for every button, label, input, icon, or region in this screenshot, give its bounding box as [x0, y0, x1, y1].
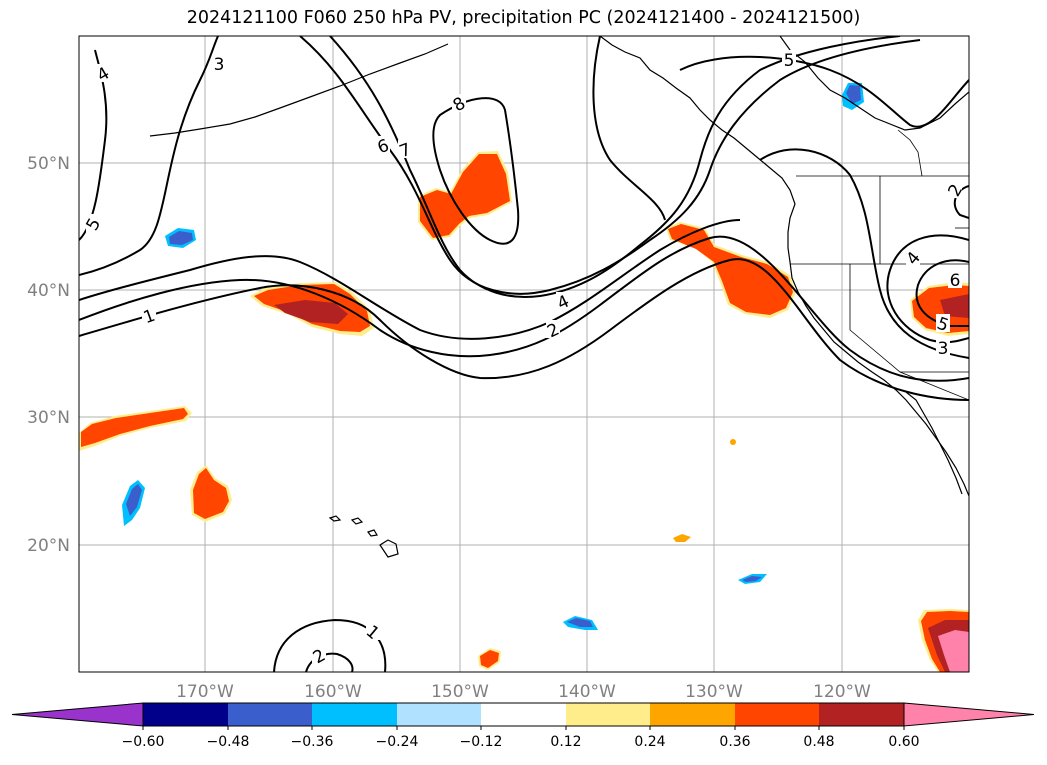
contour-south-1 [273, 618, 387, 672]
colorbar-extend-min [11, 702, 144, 727]
coastline-canada [779, 36, 969, 131]
contour-label: 5 [784, 51, 795, 71]
coastlines [149, 36, 969, 558]
colorbar-segment [312, 703, 397, 726]
colorbar-segment [650, 703, 735, 726]
gridlines [79, 36, 969, 672]
colorbar-outline [142, 702, 905, 727]
colorbar-ticks: −0.60 −0.48 −0.36 −0.24 −0.12 0.12 0.24 0.36 0.4… [122, 726, 920, 750]
colorbar-segment [735, 703, 819, 726]
colorbar-tick-label: −0.48 [207, 734, 250, 750]
precip-blob-150w-north [418, 151, 512, 240]
precip-blob-small [478, 439, 736, 670]
lon-label-150w: 150°W [431, 682, 489, 702]
lon-label-140w: 140°W [558, 682, 616, 702]
colorbar-segments [11, 702, 1035, 727]
lat-label-20n: 20°N [27, 536, 70, 556]
lat-label-30n: 30°N [27, 408, 70, 428]
colorbar-segment [819, 703, 904, 726]
colorbar-tick-label: 0.36 [719, 734, 750, 750]
longitude-labels: 170°W 160°W 150°W 140°W 130°W 120°W [176, 682, 871, 702]
colorbar-segment [228, 703, 312, 726]
precip-blob-22n [190, 465, 232, 522]
contour-1 [79, 258, 969, 401]
latitude-labels: 50°N 40°N 30°N 20°N [27, 154, 70, 556]
colorbar-tick-label: 0.24 [634, 734, 665, 750]
colorbar-segment [481, 703, 566, 726]
lat-label-40n: 40°N [27, 281, 70, 301]
contour-labels: 4 3 8 6 7 5 5 4 2 1 4 6 5 3 2 1 2 [82, 50, 967, 668]
precip-blob-east-40n [910, 282, 969, 336]
colorbar-segment [143, 703, 228, 726]
lon-label-170w: 170°W [176, 682, 234, 702]
precip-blob-se [918, 609, 969, 672]
colorbar-tick-label: −0.36 [291, 734, 334, 750]
contour-label: 3 [938, 339, 949, 359]
colorbar-tick-label: −0.60 [122, 734, 165, 750]
colorbar-segment [397, 703, 481, 726]
colorbar-tick-label: −0.24 [376, 734, 419, 750]
map-title: 2024121100 F060 250 hPa PV, precipitatio… [186, 8, 861, 28]
contour-4 [79, 36, 219, 276]
map-frame [78, 35, 970, 673]
lon-label-160w: 160°W [304, 682, 362, 702]
border-state-3 [849, 264, 969, 401]
contour-14 [953, 185, 969, 219]
precip-blob-west-30n [79, 406, 192, 451]
coastline-baja [905, 391, 963, 495]
aleutian-chain [149, 43, 449, 137]
colorbar-tick-label: 0.48 [803, 734, 834, 750]
lat-label-50n: 50°N [27, 154, 70, 174]
colorbar-segment [566, 703, 650, 726]
contour-label: 3 [214, 55, 225, 75]
colorbar-tick-label: −0.12 [460, 734, 503, 750]
colorbar-extend-max [903, 702, 1035, 727]
contour-6 [299, 36, 921, 295]
contour-11 [759, 148, 969, 359]
precip-negative-shading [122, 83, 864, 630]
colorbar: −0.60 −0.48 −0.36 −0.24 −0.12 0.12 0.24 0.36 0.4… [11, 702, 1035, 750]
colorbar-tick-label: 0.12 [550, 734, 581, 750]
lon-label-130w: 130°W [685, 682, 743, 702]
lon-label-120w: 120°W [813, 682, 871, 702]
precip-blob-130w [666, 222, 796, 318]
hawaii-islands [328, 515, 399, 558]
contour-7 [329, 36, 901, 298]
contour-10 [679, 55, 969, 128]
contour-9 [592, 36, 666, 221]
coastline-north-america [599, 36, 969, 497]
contour-8 [432, 97, 520, 245]
contour-label: 6 [950, 271, 961, 291]
colorbar-tick-label: 0.60 [888, 734, 919, 750]
plot-background [79, 36, 969, 672]
border-canada-prov [897, 129, 923, 177]
contour-3 [79, 219, 741, 340]
